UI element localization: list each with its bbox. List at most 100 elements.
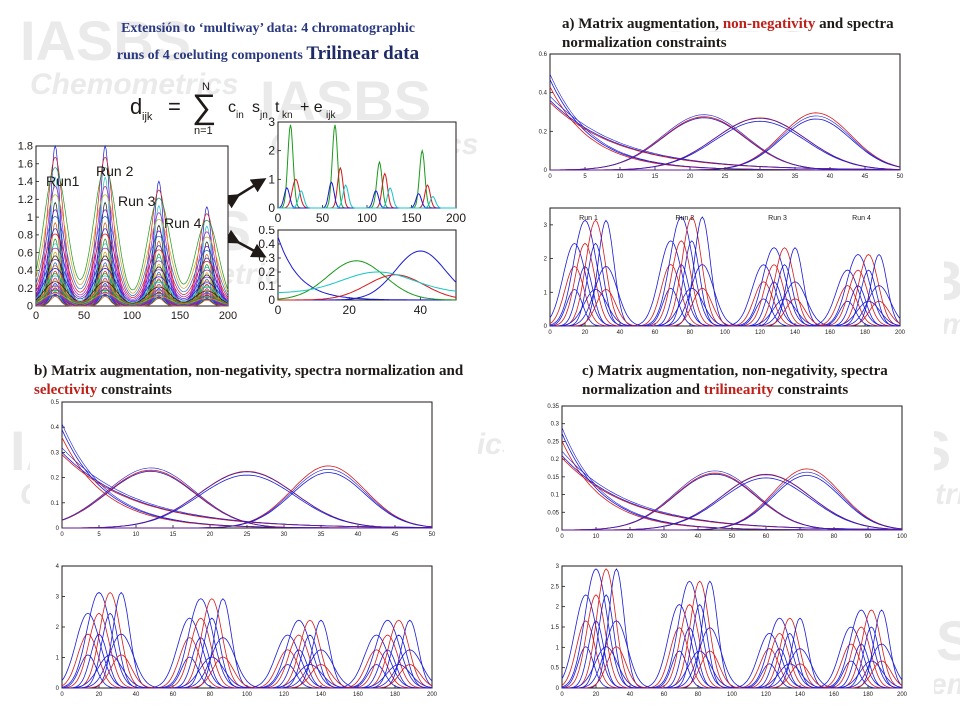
- x-tick-label: 100: [897, 534, 908, 540]
- run-label-small: Run 1: [579, 215, 598, 222]
- spectra-chart: 0 20 40 00.10.20.30.40.5: [258, 226, 457, 317]
- x-tick-label: 30: [281, 532, 288, 538]
- caption-c-suffix: constraints: [773, 382, 849, 398]
- x-tick-label: 10: [133, 532, 140, 538]
- title-line-2: runs of 4 coeluting components: [116, 48, 303, 63]
- caption-b: b) Matrix augmentation, non-negativity, …: [34, 362, 474, 400]
- x-tick-label: 35: [318, 532, 325, 538]
- x-tick-label: 60: [661, 692, 668, 698]
- caption-a-prefix: a) Matrix augmentation,: [562, 16, 723, 32]
- caption-c: c) Matrix augmentation, non-negativity, …: [582, 362, 960, 400]
- x-tick-label: 5: [97, 532, 101, 538]
- y-tick-label: 0.2: [258, 265, 275, 279]
- data-curve: [35, 268, 229, 303]
- eq-equals: =: [168, 94, 181, 119]
- x-tick-label: 180: [863, 692, 874, 698]
- profile-curve: [62, 654, 433, 689]
- y-tick-label: 4: [56, 564, 60, 570]
- plot-frame: [61, 565, 433, 689]
- plot-frame: [61, 401, 433, 529]
- plot-frame: [561, 405, 903, 531]
- eq-t-sub: kn: [282, 110, 293, 121]
- y-tick-label: 1: [544, 290, 548, 296]
- x-tick-label: 20: [582, 330, 589, 336]
- profile-curve: [550, 287, 901, 327]
- x-tick-label: 40: [695, 534, 702, 540]
- x-tick-label: 200: [897, 692, 908, 698]
- x-tick-label: 20: [343, 303, 357, 317]
- eq-c: c: [228, 99, 236, 116]
- spectrum-curve: [277, 260, 456, 301]
- y-tick-label: 0.3: [258, 251, 275, 265]
- trilinear-equation: d ijk = N ∑ n=1 c in s jn t kn + e ijk: [130, 81, 336, 137]
- profile-curve: [278, 184, 456, 209]
- arrow-to-spectra: [228, 229, 267, 258]
- y-tick-label: 1.2: [18, 194, 33, 206]
- eq-e-sub: ijk: [326, 110, 336, 121]
- data-curve: [35, 275, 229, 303]
- slide-title: Extensión to ‘multiway’ data: 4 chromato…: [58, 16, 478, 68]
- spectrum-curve: [561, 450, 903, 530]
- y-tick-label: 0.4: [51, 425, 60, 431]
- y-tick-label: 0.05: [547, 510, 559, 516]
- x-tick-label: 200: [427, 692, 438, 698]
- plot-frame: [549, 53, 901, 171]
- y-tick-label: 1.4: [18, 176, 33, 188]
- y-tick-label: 0.3: [551, 422, 560, 428]
- data-curve: [35, 286, 229, 305]
- y-tick-label: 0.8: [18, 230, 33, 242]
- data-curve: [35, 194, 229, 294]
- x-tick-label: 120: [755, 330, 766, 336]
- x-tick-label: 160: [825, 330, 836, 336]
- eq-sum-symbol: ∑: [192, 88, 216, 126]
- elution-profiles-chart: 0 50 100 150 200 0 1 2 3: [268, 116, 466, 225]
- x-tick-label: 40: [617, 330, 624, 336]
- spectrum-curve: [62, 471, 432, 529]
- caption-c-highlight: trilinearity: [703, 382, 774, 398]
- y-tick-label: 1: [556, 645, 560, 651]
- data-curve: [35, 259, 229, 301]
- x-tick-label: 50: [729, 534, 736, 540]
- x-tick-label: 0: [60, 692, 64, 698]
- x-tick-label: 50: [429, 532, 436, 538]
- y-tick-label: 0.4: [539, 91, 548, 97]
- title-line-1: Extensión to ‘multiway’ data: 4 chromato…: [121, 21, 415, 36]
- data-curve: [35, 281, 229, 304]
- run-label-small: Run 3: [768, 215, 787, 222]
- caption-c-prefix: c) Matrix augmentation, non-negativity, …: [582, 363, 888, 398]
- profile-curve: [562, 646, 903, 689]
- y-tick-label: 2: [56, 625, 60, 631]
- run-label-small: Run 4: [852, 215, 871, 222]
- y-tick-label: 2: [268, 144, 275, 158]
- profile-curve: [550, 264, 901, 327]
- x-tick-label: 0: [548, 174, 552, 180]
- x-tick-label: 0: [33, 310, 39, 322]
- y-tick-label: 0.4: [258, 237, 275, 251]
- x-tick-label: 40: [414, 303, 428, 317]
- x-tick-label: 0: [275, 211, 282, 225]
- y-tick-label: 1: [27, 212, 33, 224]
- run-label-3: Run 3: [118, 193, 156, 209]
- eq-s-sub: jn: [259, 110, 268, 121]
- x-tick-label: 20: [593, 692, 600, 698]
- x-tick-label: 10: [593, 534, 600, 540]
- b-spectra-chart: 0 5 10 15 20 25 30 35 40 45 50 0 0.1 0.2 0.3 0.4 0.5: [51, 400, 436, 538]
- x-tick-label: 120: [761, 692, 772, 698]
- x-tick-label: 100: [727, 692, 738, 698]
- y-tick-label: 0.1: [51, 501, 60, 507]
- x-tick-label: 35: [792, 174, 799, 180]
- y-tick-label: 0: [544, 324, 548, 330]
- x-tick-label: 150: [401, 211, 421, 225]
- x-tick-label: 40: [827, 174, 834, 180]
- x-tick-label: 180: [390, 692, 401, 698]
- y-tick-label: 1.5: [551, 625, 560, 631]
- title-big: Trilinear data: [306, 43, 420, 64]
- x-tick-label: 15: [170, 532, 177, 538]
- x-tick-label: 70: [797, 534, 804, 540]
- spectrum-curve: [62, 469, 433, 529]
- eq-sum-top: N: [202, 81, 210, 93]
- a-spectra-chart: 0 5 10 15 20 25 30 35 40 45 50 0 0.2 0.4 0.6: [539, 52, 904, 180]
- y-tick-label: 0.2: [51, 476, 60, 482]
- x-tick-label: 10: [617, 174, 624, 180]
- y-tick-label: 0.5: [51, 400, 60, 406]
